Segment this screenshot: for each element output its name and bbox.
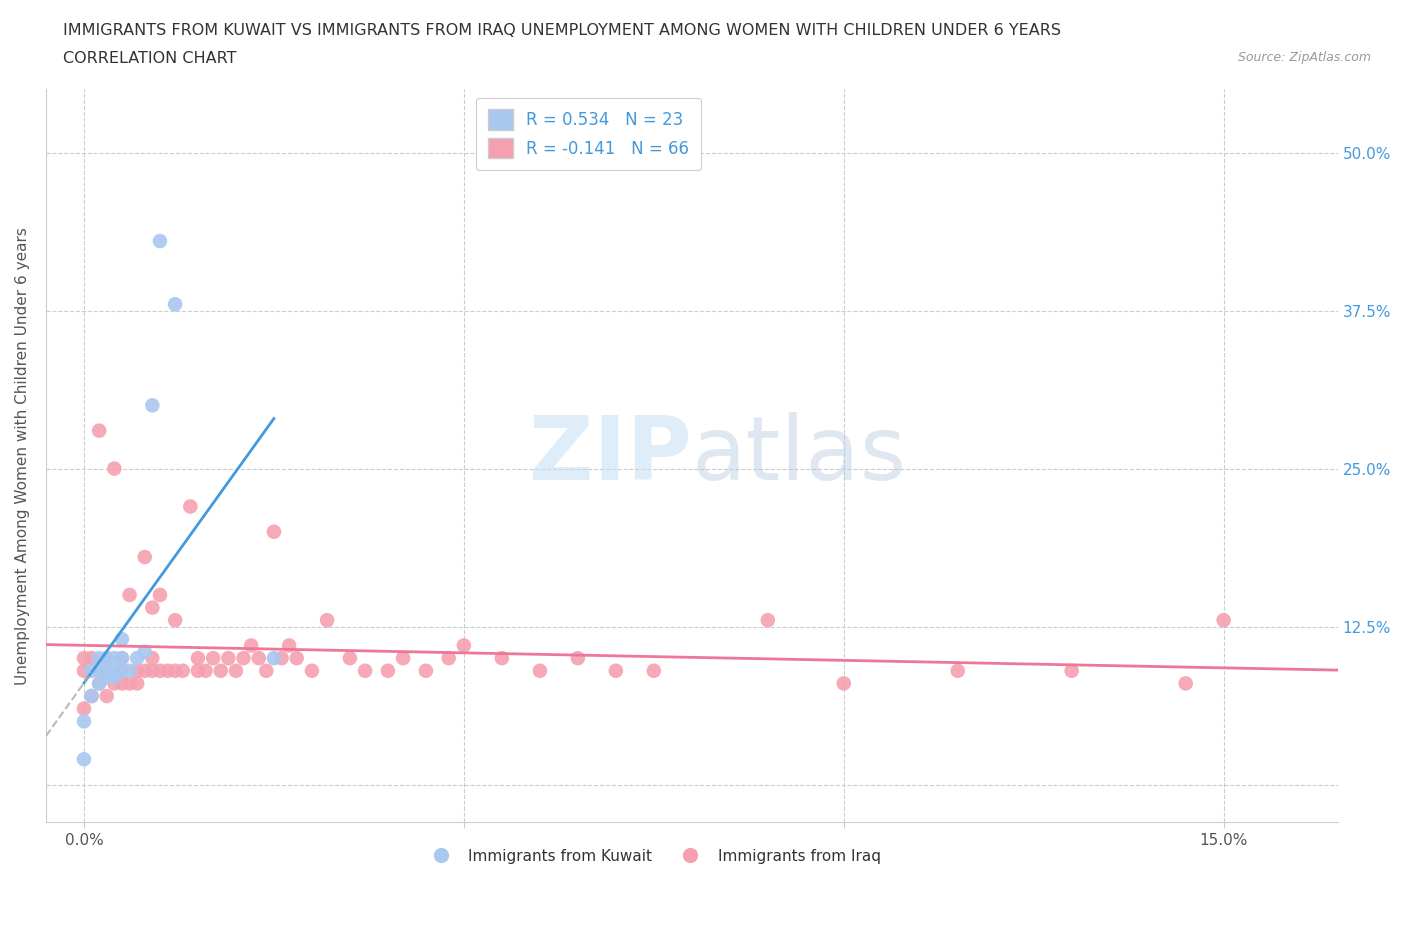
Text: atlas: atlas [692,412,907,499]
Point [172,663,194,678]
Point [187,651,209,666]
Text: CORRELATION CHART: CORRELATION CHART [63,51,236,66]
Point [209,663,232,678]
Point [118,663,141,678]
Point [111,663,134,678]
Point [156,663,179,678]
Point [225,663,247,678]
Point [73,714,96,729]
Point [529,663,551,678]
Legend: Immigrants from Kuwait, Immigrants from Iraq: Immigrants from Kuwait, Immigrants from … [419,843,887,870]
Point [96,670,118,684]
Point [80,651,103,666]
Point [89,651,111,666]
Text: Source: ZipAtlas.com: Source: ZipAtlas.com [1237,51,1371,64]
Point [165,663,187,678]
Point [127,651,149,666]
Point [141,600,163,615]
Point [103,670,125,684]
Point [73,663,96,678]
Point [89,676,111,691]
Point [141,651,163,666]
Point [247,651,270,666]
Point [415,663,437,678]
Point [89,423,111,438]
Point [165,297,187,312]
Point [254,663,277,678]
Point [134,644,156,659]
Point [96,688,118,703]
Point [89,663,111,678]
Point [80,663,103,678]
Point [605,663,627,678]
Point [1174,676,1197,691]
Point [453,638,475,653]
Point [217,651,239,666]
Point [232,651,254,666]
Y-axis label: Unemployment Among Women with Children Under 6 years: Unemployment Among Women with Children U… [15,227,30,684]
Point [1060,663,1083,678]
Point [111,651,134,666]
Point [111,631,134,646]
Point [111,676,134,691]
Point [437,651,460,666]
Point [127,663,149,678]
Point [149,233,172,248]
Point [118,588,141,603]
Point [141,398,163,413]
Point [103,651,125,666]
Point [491,651,513,666]
Point [946,663,969,678]
Point [73,651,96,666]
Point [103,663,125,678]
Point [73,701,96,716]
Point [392,651,415,666]
Point [643,663,665,678]
Point [285,651,308,666]
Point [134,663,156,678]
Point [278,638,301,653]
Point [96,651,118,666]
Point [316,613,339,628]
Point [127,676,149,691]
Point [111,663,134,678]
Text: IMMIGRANTS FROM KUWAIT VS IMMIGRANTS FROM IRAQ UNEMPLOYMENT AMONG WOMEN WITH CHI: IMMIGRANTS FROM KUWAIT VS IMMIGRANTS FRO… [63,23,1062,38]
Point [134,550,156,565]
Point [179,499,201,514]
Point [96,663,118,678]
Point [118,676,141,691]
Point [80,688,103,703]
Point [240,638,263,653]
Point [141,663,163,678]
Point [165,613,187,628]
Point [80,688,103,703]
Point [149,663,172,678]
Point [263,651,285,666]
Point [263,525,285,539]
Point [202,651,225,666]
Point [339,651,361,666]
Point [377,663,399,678]
Point [103,676,125,691]
Point [89,676,111,691]
Point [111,651,134,666]
Point [1212,613,1234,628]
Point [73,751,96,766]
Point [832,676,855,691]
Point [567,651,589,666]
Point [149,588,172,603]
Point [187,663,209,678]
Point [194,663,217,678]
Point [103,461,125,476]
Point [354,663,377,678]
Text: ZIP: ZIP [529,412,692,499]
Point [96,651,118,666]
Point [301,663,323,678]
Point [756,613,779,628]
Point [270,651,292,666]
Point [96,663,118,678]
